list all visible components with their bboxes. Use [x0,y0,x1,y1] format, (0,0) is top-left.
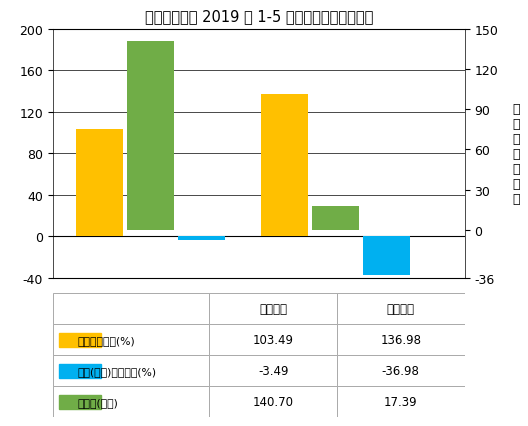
Text: 136.98: 136.98 [380,333,421,346]
Text: 增长额(亿元): 增长额(亿元) [78,397,118,407]
FancyBboxPatch shape [209,324,337,355]
Text: 销售成本: 销售成本 [259,302,287,315]
Text: 17.39: 17.39 [384,395,418,409]
FancyBboxPatch shape [209,293,337,324]
FancyBboxPatch shape [337,355,465,386]
Title: 仪器仪表行业 2019 年 1-5 月成本、费用波动分析: 仪器仪表行业 2019 年 1-5 月成本、费用波动分析 [145,9,373,25]
Bar [178,237,225,241]
Text: -3.49: -3.49 [258,364,288,377]
Bar [127,42,174,230]
FancyBboxPatch shape [209,386,337,417]
Text: 140.70: 140.70 [252,395,294,409]
FancyBboxPatch shape [53,293,209,324]
FancyBboxPatch shape [53,386,209,417]
FancyBboxPatch shape [53,355,209,386]
FancyBboxPatch shape [337,293,465,324]
Bar [363,237,410,275]
Text: 期间费用: 期间费用 [387,302,415,315]
Bar [59,395,101,409]
Y-axis label: 增
长
额
（
亿
元
）: 增 长 额 （ 亿 元 ） [512,103,520,205]
FancyBboxPatch shape [337,324,465,355]
FancyBboxPatch shape [209,355,337,386]
Text: 价格(费用)波动动作(%): 价格(费用)波动动作(%) [78,366,157,376]
Bar [261,95,308,237]
Text: 营收波动动作(%): 营收波动动作(%) [78,335,135,345]
Text: -36.98: -36.98 [382,364,420,377]
FancyBboxPatch shape [337,386,465,417]
Bar [312,207,359,230]
Text: 103.49: 103.49 [252,333,294,346]
FancyBboxPatch shape [53,324,209,355]
Bar [59,364,101,378]
Bar [77,130,124,237]
Bar [59,333,101,347]
